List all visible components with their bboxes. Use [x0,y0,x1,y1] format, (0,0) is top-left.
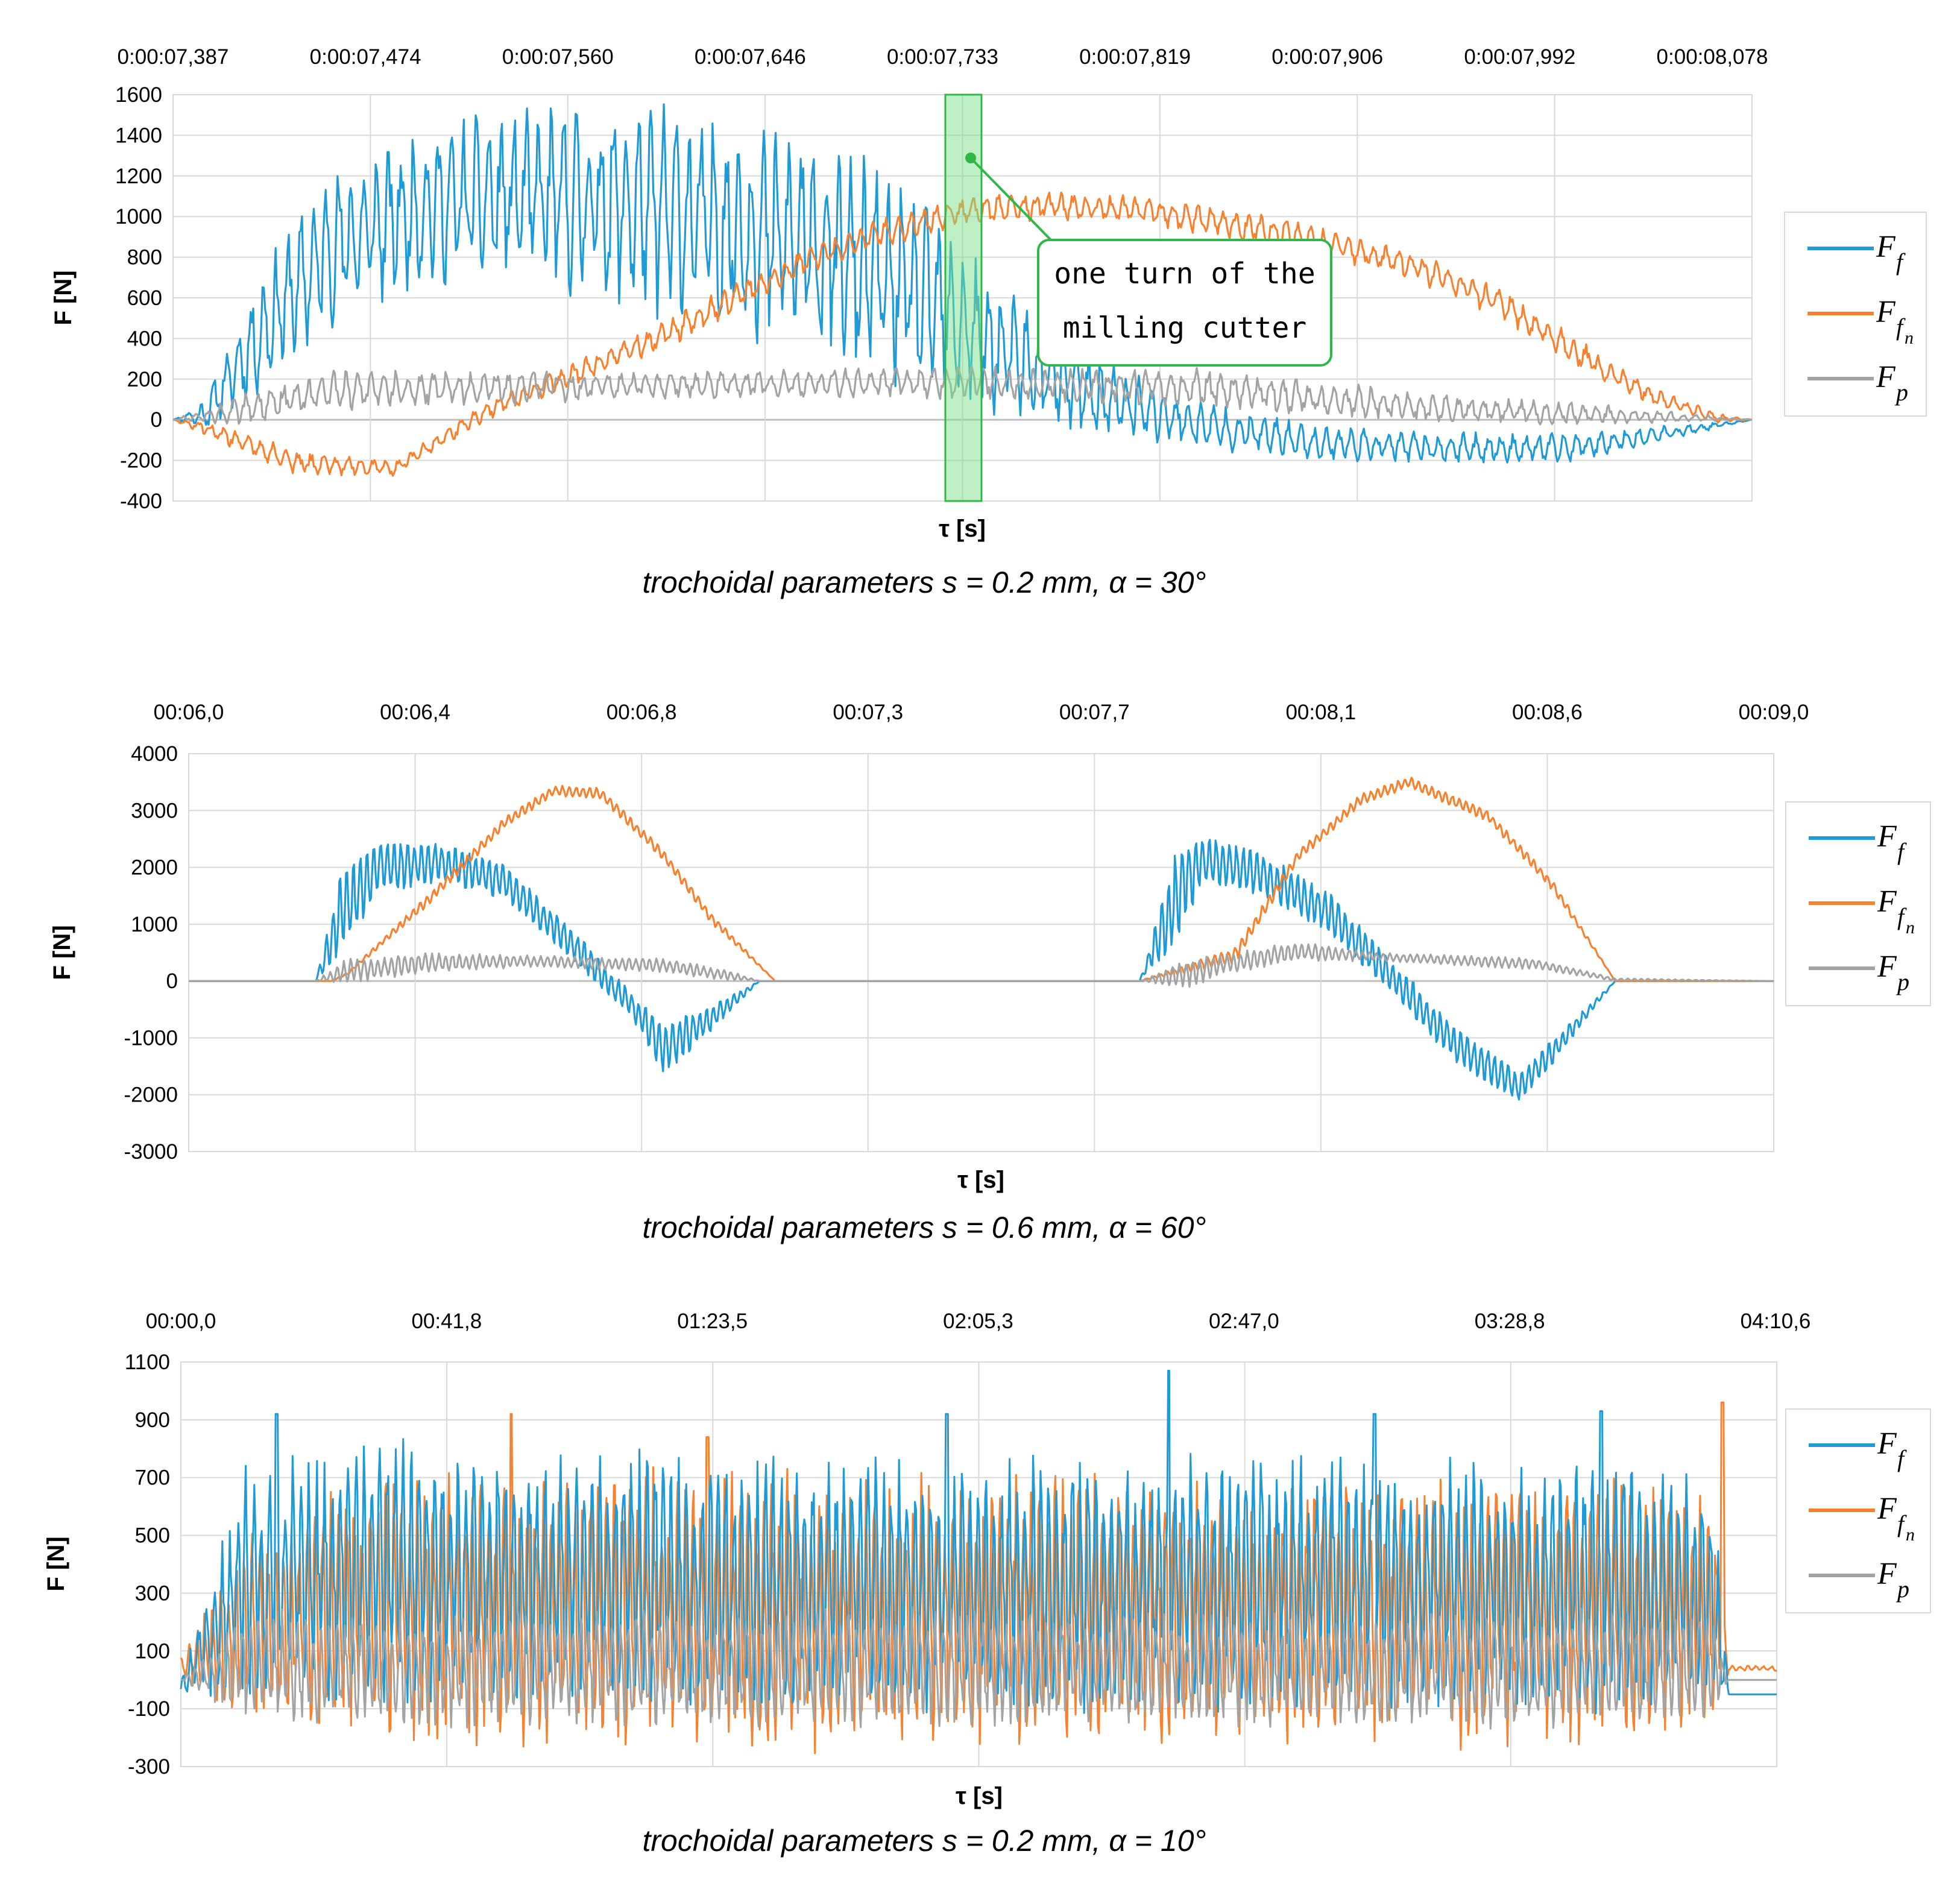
x-tick-label: 02:05,3 [943,1310,1013,1333]
one-turn-highlight [944,93,983,502]
y-tick-label: 1200 [115,165,162,188]
legend-sub-Fp: p [1894,379,1908,406]
legend-subsub-Ffn: n [1905,328,1914,348]
panel-top: 1600 1400 1200 1000 800 600 400 200 0 -200 -400 0:… [50,45,1927,599]
legend-sub-Fp: p [1895,968,1909,995]
y-tick-label: 1400 [115,124,162,147]
annotation-line-1: one turn of the [1054,257,1315,291]
series-middle [189,777,1774,1101]
caption-middle: trochoidal parameters s = 0.6 mm, α = 60… [642,1211,1206,1244]
series-bottom [180,1369,1777,1754]
legend-sub-Fp: p [1895,1575,1909,1603]
x-tick-label: 00:06,8 [607,701,677,724]
legend-label-Ffn: F [1877,884,1897,919]
x-tick-label: 0:00:07,474 [310,45,421,69]
x-tick-label: 00:07,7 [1059,701,1130,724]
legend-subsub-Ffn: n [1906,1525,1915,1545]
y-tick-label: 3000 [131,799,178,822]
x-axis-label-middle: τ [s] [957,1167,1004,1193]
x-tick-label: 00:07,3 [833,701,903,724]
x-tick-label: 0:00:07,646 [695,45,806,69]
legend-label-Ffn: F [1876,295,1896,329]
x-ticks-middle: 00:06,0 00:06,4 00:06,8 00:07,3 00:07,7 00:08… [154,701,1809,724]
caption-bottom: trochoidal parameters s = 0.2 mm, α = 10… [642,1824,1206,1858]
plot-area-middle [188,753,1774,1152]
caption-top: trochoidal parameters s = 0.2 mm, α = 30… [642,566,1206,599]
legend-label-Fp: F [1877,950,1897,984]
y-tick-label: 100 [135,1639,170,1663]
y-tick-label: 4000 [131,742,178,766]
callout-box [1037,239,1332,367]
y-tick-label: 500 [135,1524,170,1548]
y-tick-label: 900 [135,1408,170,1432]
x-tick-label: 0:00:07,906 [1271,45,1383,69]
x-axis-label-bottom: τ [s] [956,1783,1003,1809]
x-tick-label: 0:00:07,733 [887,45,998,69]
x-tick-label: 04:10,6 [1741,1310,1811,1333]
y-tick-label: -100 [128,1697,170,1721]
y-tick-label: 400 [127,327,162,350]
x-tick-label: 00:09,0 [1739,701,1809,724]
legend-label-Ff: F [1877,819,1897,854]
y-tick-label: 0 [166,969,178,993]
x-tick-label: 0:00:07,992 [1464,45,1575,69]
y-ticks-bottom: 1100 900 700 500 300 100 -100 -300 [125,1351,170,1779]
x-tick-label: 02:47,0 [1209,1310,1279,1333]
y-tick-label: 1600 [115,83,162,107]
y-tick-label: -300 [128,1755,170,1779]
x-tick-label: 0:00:07,387 [118,45,229,69]
y-tick-label: 1100 [125,1351,170,1374]
legend-label-Fp: F [1877,1557,1897,1591]
y-tick-label: -400 [120,490,162,513]
legend-subsub-Ffn: n [1906,918,1915,938]
y-ticks-top: 1600 1400 1200 1000 800 600 400 200 0 -200 -400 [115,83,162,513]
x-tick-label: 00:00,0 [146,1310,216,1333]
panel-middle: 4000 3000 2000 1000 0 -1000 -2000 -3000 00:06,0… [49,701,1931,1244]
panel-bottom: 1100 900 700 500 300 100 -100 -300 00:00,0 00:41… [43,1310,1931,1858]
y-ticks-middle: 4000 3000 2000 1000 0 -1000 -2000 -3000 [124,742,178,1164]
y-tick-label: -3000 [124,1140,178,1164]
x-tick-label: 00:06,0 [154,701,224,724]
y-tick-label: 600 [127,286,162,310]
legend-label-Fp: F [1876,360,1896,394]
y-axis-label-top: F [N] [50,270,77,325]
callout-leader-line [969,157,1053,242]
y-tick-label: 200 [127,368,162,391]
y-tick-label: 800 [127,246,162,270]
x-tick-label: 0:00:07,819 [1079,45,1191,69]
x-ticks-bottom: 00:00,0 00:41,8 01:23,5 02:05,3 02:47,0 03:28… [146,1310,1811,1333]
gridlines-middle [189,753,1774,1152]
series-line-Fp [189,943,1774,988]
legend-label-Ffn: F [1877,1492,1897,1526]
y-axis-label-middle: F [N] [49,925,75,980]
y-tick-label: -1000 [124,1026,178,1050]
x-tick-label: 00:08,6 [1512,701,1583,724]
y-tick-label: 1000 [131,913,178,936]
x-tick-label: 00:41,8 [411,1310,482,1333]
x-tick-label: 0:00:08,078 [1657,45,1768,69]
y-tick-label: -200 [120,449,162,473]
series-line-Fp [180,1606,1777,1730]
x-tick-label: 03:28,8 [1475,1310,1545,1333]
x-tick-label: 00:08,1 [1285,701,1356,724]
legend-label-Ff: F [1877,1427,1897,1461]
x-tick-label: 00:06,4 [380,701,450,724]
y-tick-label: 1000 [115,205,162,229]
y-tick-label: 0 [151,408,162,432]
annotation-line-2: milling cutter [1063,311,1307,345]
x-ticks-top: 0:00:07,387 0:00:07,474 0:00:07,560 0:00:07… [118,45,1768,69]
y-axis-label-bottom: F [N] [43,1536,69,1591]
y-tick-label: 300 [135,1581,170,1605]
y-tick-label: 2000 [131,856,178,880]
x-tick-label: 0:00:07,560 [502,45,614,69]
y-tick-label: -2000 [124,1083,178,1107]
x-axis-label-top: τ [s] [939,515,986,542]
x-tick-label: 01:23,5 [677,1310,748,1333]
legend-label-Ff: F [1876,230,1896,264]
y-tick-label: 700 [135,1466,170,1490]
